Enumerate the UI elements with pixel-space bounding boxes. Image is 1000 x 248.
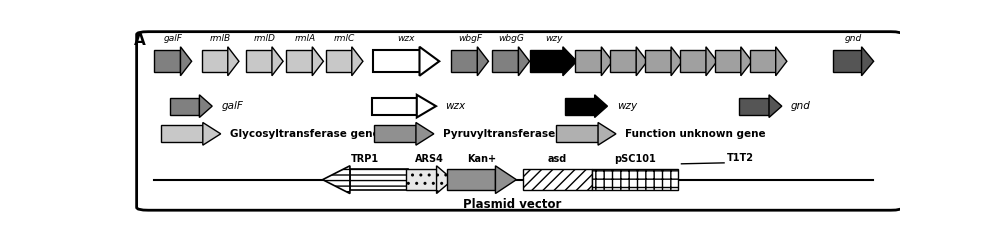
Polygon shape [739, 97, 769, 115]
Text: rmlD: rmlD [254, 34, 275, 43]
Text: Pyruvyltransferase gene: Pyruvyltransferase gene [443, 129, 588, 139]
Text: ARS4: ARS4 [415, 155, 444, 164]
Text: wbgG: wbgG [498, 34, 524, 43]
Polygon shape [601, 47, 612, 76]
Text: TRP1: TRP1 [351, 155, 379, 164]
Polygon shape [416, 123, 434, 145]
Text: galF: galF [221, 101, 243, 111]
Text: pSC101: pSC101 [614, 155, 656, 164]
Text: rmlB: rmlB [210, 34, 231, 43]
Polygon shape [406, 169, 437, 190]
Polygon shape [272, 47, 283, 76]
Polygon shape [645, 50, 671, 72]
Text: Function unknown gene: Function unknown gene [625, 129, 766, 139]
Polygon shape [776, 47, 787, 76]
Polygon shape [312, 47, 323, 76]
Text: Plasmid vector: Plasmid vector [463, 198, 562, 211]
Text: rmlC: rmlC [334, 34, 355, 43]
Polygon shape [671, 47, 682, 76]
Polygon shape [417, 95, 436, 118]
Polygon shape [180, 47, 192, 76]
Polygon shape [202, 50, 228, 72]
Text: wzy: wzy [545, 34, 562, 43]
Text: gnd: gnd [845, 34, 862, 43]
Text: gnd: gnd [791, 101, 811, 111]
Polygon shape [203, 123, 221, 145]
Polygon shape [437, 166, 453, 193]
Polygon shape [492, 50, 518, 72]
Polygon shape [610, 50, 636, 72]
Text: wzx: wzx [398, 34, 415, 43]
Polygon shape [556, 125, 598, 142]
Bar [523, 169, 592, 190]
Polygon shape [352, 47, 363, 76]
Text: wbgF: wbgF [458, 34, 482, 43]
Polygon shape [374, 125, 416, 142]
Polygon shape [170, 97, 199, 115]
Polygon shape [350, 169, 408, 190]
Polygon shape [636, 47, 647, 76]
Polygon shape [595, 95, 607, 118]
Polygon shape [715, 50, 741, 72]
Polygon shape [741, 47, 752, 76]
Polygon shape [833, 50, 862, 72]
Polygon shape [246, 50, 272, 72]
Polygon shape [565, 97, 595, 115]
Text: asd: asd [548, 155, 567, 164]
Polygon shape [372, 97, 417, 115]
Text: wzy: wzy [617, 101, 637, 111]
Polygon shape [680, 50, 706, 72]
Polygon shape [228, 47, 239, 76]
Polygon shape [199, 95, 212, 118]
Text: Glycosyltransferase gene: Glycosyltransferase gene [230, 129, 380, 139]
Polygon shape [518, 47, 530, 76]
Text: Kan+: Kan+ [467, 155, 496, 164]
Polygon shape [286, 50, 312, 72]
Polygon shape [563, 47, 577, 76]
Text: T1T2: T1T2 [726, 153, 753, 163]
Text: rmlA: rmlA [294, 34, 315, 43]
Polygon shape [373, 50, 420, 72]
Polygon shape [451, 50, 477, 72]
FancyBboxPatch shape [137, 32, 902, 210]
Polygon shape [447, 169, 495, 190]
Polygon shape [326, 50, 352, 72]
Text: wzx: wzx [445, 101, 465, 111]
Polygon shape [575, 50, 601, 72]
Polygon shape [750, 50, 776, 72]
Polygon shape [598, 123, 616, 145]
Polygon shape [530, 50, 563, 72]
Polygon shape [495, 166, 516, 193]
Polygon shape [477, 47, 488, 76]
Polygon shape [161, 125, 203, 142]
Polygon shape [323, 166, 350, 193]
Text: galF: galF [164, 34, 182, 43]
Polygon shape [706, 47, 717, 76]
Polygon shape [154, 50, 180, 72]
Polygon shape [769, 95, 782, 118]
Bar [592, 169, 678, 190]
Polygon shape [862, 47, 874, 76]
Polygon shape [420, 47, 439, 76]
Text: A: A [134, 33, 146, 48]
